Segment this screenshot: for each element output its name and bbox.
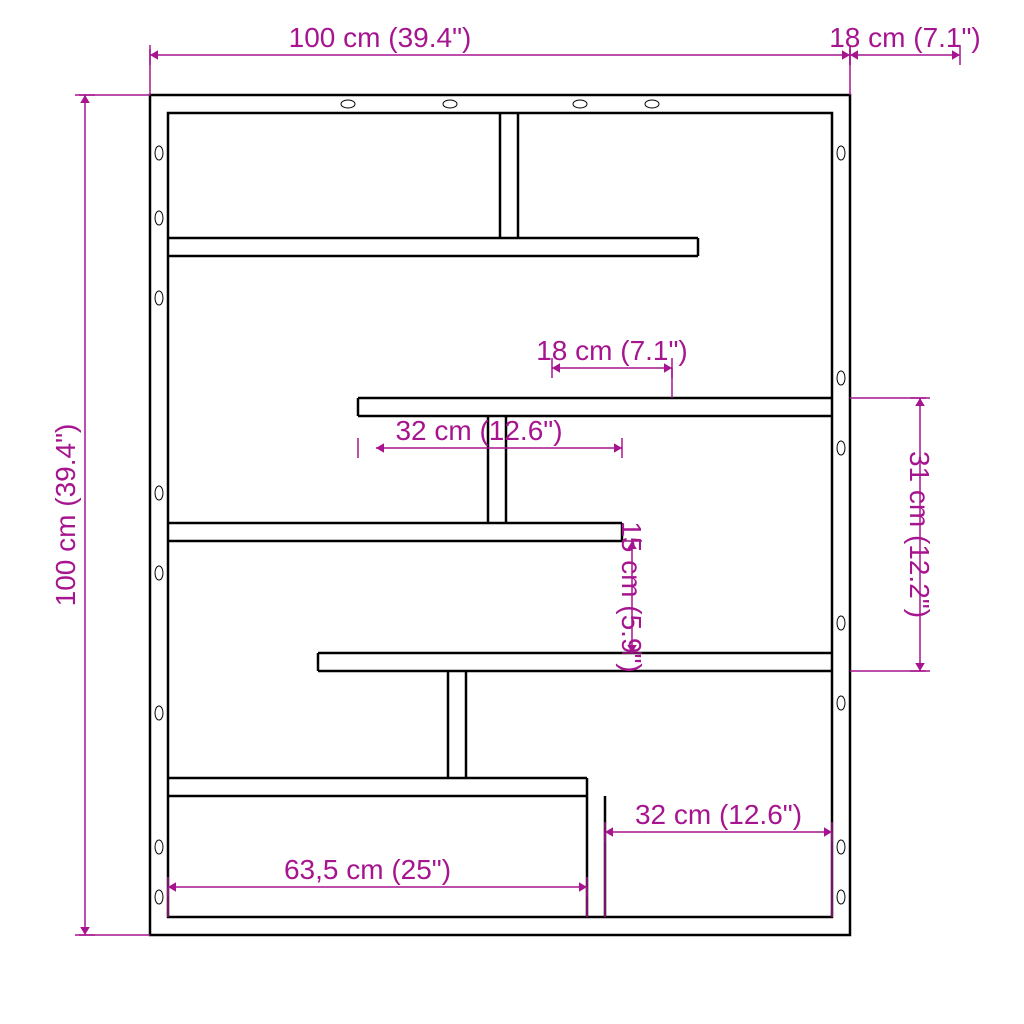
svg-text:18 cm (7.1"): 18 cm (7.1") (829, 22, 981, 53)
svg-text:63,5 cm (25"): 63,5 cm (25") (284, 854, 451, 885)
svg-text:31 cm (12.2"): 31 cm (12.2") (904, 451, 935, 618)
svg-text:100 cm (39.4"): 100 cm (39.4") (50, 424, 81, 607)
svg-text:100 cm (39.4"): 100 cm (39.4") (289, 22, 472, 53)
svg-text:15 cm (5.9"): 15 cm (5.9") (616, 521, 647, 673)
svg-text:32 cm (12.6"): 32 cm (12.6") (635, 799, 802, 830)
svg-text:18 cm (7.1"): 18 cm (7.1") (536, 335, 688, 366)
svg-text:32 cm (12.6"): 32 cm (12.6") (395, 415, 562, 446)
